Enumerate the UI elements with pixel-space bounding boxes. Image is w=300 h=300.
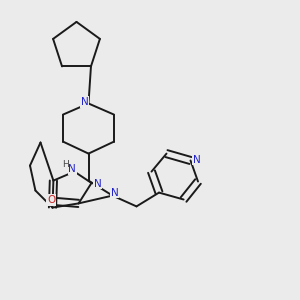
Text: N: N	[81, 97, 88, 107]
Text: N: N	[193, 154, 200, 165]
Text: N: N	[94, 178, 101, 189]
Text: N: N	[68, 164, 76, 174]
Text: O: O	[47, 195, 55, 205]
Text: N: N	[111, 188, 119, 198]
Text: H: H	[62, 160, 69, 169]
